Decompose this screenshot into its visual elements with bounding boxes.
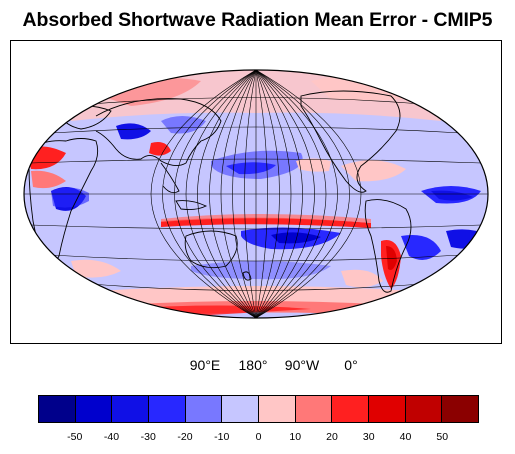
colorbar-tick-label: 0 xyxy=(255,431,262,443)
colorbar-swatch xyxy=(75,396,113,422)
colorbar-tick-label: -30 xyxy=(140,431,156,443)
lon-label-90w: 90°W xyxy=(284,357,320,373)
colorbar-swatch xyxy=(222,396,260,422)
colorbar-tick-label: -10 xyxy=(214,431,230,443)
colorbar-tick-label: -40 xyxy=(103,431,120,443)
colorbar xyxy=(38,395,479,423)
colorbar-swatch xyxy=(332,396,370,422)
map-title: Absorbed Shortwave Radiation Mean Error … xyxy=(22,9,493,31)
colorbar-tick-label: 30 xyxy=(362,431,375,443)
colorbar-swatch xyxy=(39,396,76,422)
colorbar-tick-label: -50 xyxy=(67,431,83,443)
colorbar-swatch xyxy=(259,396,296,422)
colorbar-swatch xyxy=(405,396,443,422)
colorbar-tick-label: 20 xyxy=(326,431,338,443)
colorbar-tick-label: 50 xyxy=(436,431,449,443)
colorbar-swatch xyxy=(112,396,150,422)
lon-label-0: 0° xyxy=(344,357,358,373)
colorbar-tick-label: -20 xyxy=(177,431,193,443)
map-outline xyxy=(23,69,489,319)
graticule xyxy=(24,70,488,318)
lon-label-180: 180° xyxy=(238,357,268,373)
map-frame xyxy=(10,40,502,344)
colorbar-swatch xyxy=(185,396,223,422)
lon-label-90e: 90°E xyxy=(189,357,221,373)
colorbar-tick-label: 40 xyxy=(399,431,412,443)
colorbar-swatch xyxy=(442,396,479,422)
colorbar-swatch xyxy=(295,396,333,422)
world-map xyxy=(23,69,489,319)
colorbar-swatch xyxy=(149,396,186,422)
colorbar-tick-label: 10 xyxy=(289,431,302,443)
colorbar-swatch xyxy=(369,396,406,422)
